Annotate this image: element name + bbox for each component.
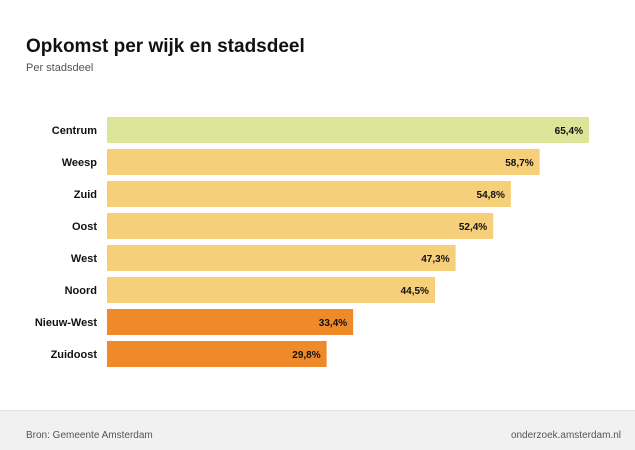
bar-oost (107, 213, 494, 239)
bar-chart: Centrum 65,4% Weesp 58,7% Zuid 54,8% Oost 52,4%… (35, 117, 589, 367)
source-label: Bron: Gemeente Amsterdam (26, 430, 153, 441)
value-label: 29,8% (292, 350, 320, 361)
value-label: 33,4% (319, 318, 347, 329)
value-label: 47,3% (421, 254, 449, 265)
footer: Bron: Gemeente Amsterdam onderzoek.amste… (0, 410, 635, 450)
bar-weesp (107, 149, 540, 175)
category-label: Noord (65, 285, 97, 297)
category-label: Zuid (74, 189, 97, 201)
site-link[interactable]: onderzoek.amsterdam.nl (510, 430, 621, 441)
chart-title: Opkomst per wijk en stadsdeel (26, 36, 305, 57)
category-label: Weesp (62, 157, 98, 169)
bar-nieuw-west (107, 309, 354, 335)
value-label: 44,5% (401, 286, 429, 297)
value-label: 58,7% (505, 158, 533, 169)
bar-centrum (107, 117, 589, 143)
bar-zuidoost (107, 341, 327, 367)
category-label: Zuidoost (51, 349, 98, 361)
bar-noord (107, 277, 435, 303)
value-label: 65,4% (555, 126, 583, 137)
category-label: West (71, 253, 97, 265)
value-label: 52,4% (459, 222, 487, 233)
category-label: Centrum (52, 125, 97, 137)
category-label: Nieuw-West (35, 317, 97, 329)
bar-zuid (107, 181, 511, 207)
category-label: Oost (72, 221, 97, 233)
chart-subtitle: Per stadsdeel (26, 62, 94, 74)
value-label: 54,8% (477, 190, 505, 201)
bar-west (107, 245, 456, 271)
